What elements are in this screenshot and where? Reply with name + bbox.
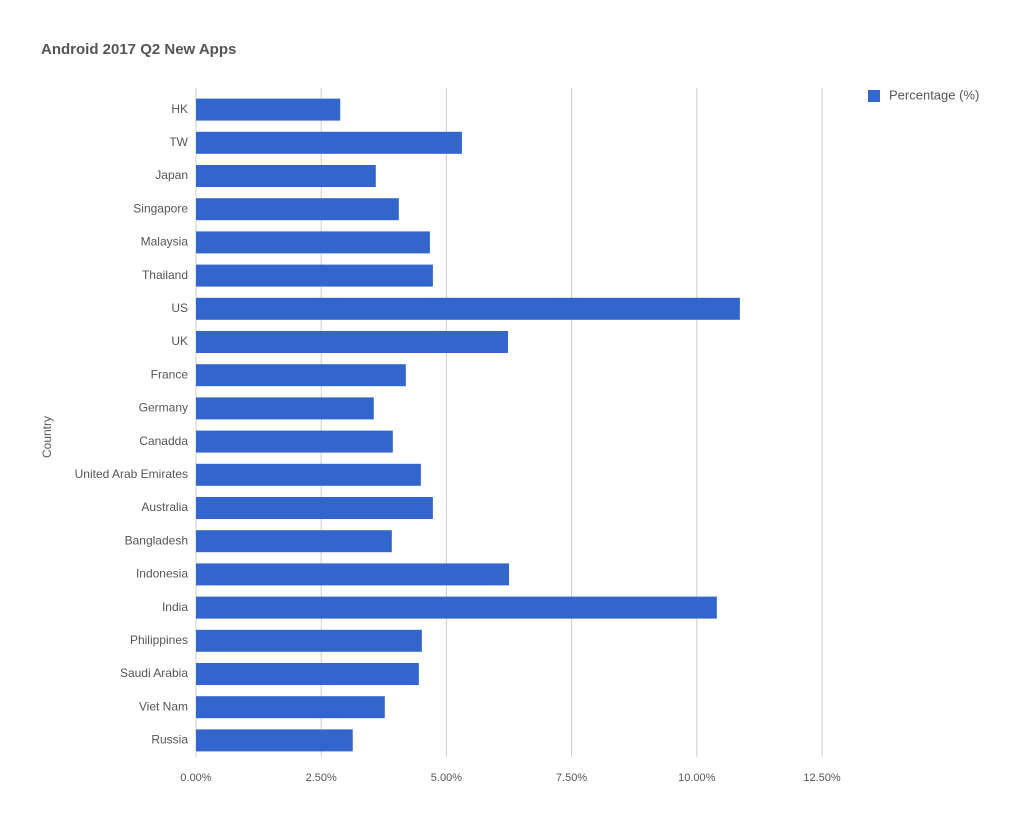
bar	[196, 629, 422, 652]
y-tick-label: UK	[171, 334, 188, 348]
y-tick-label: United Arab Emirates	[75, 467, 188, 481]
bar	[196, 497, 433, 519]
x-tick-label: 5.00%	[431, 772, 462, 784]
bar	[196, 430, 393, 453]
y-tick-label: HK	[171, 102, 188, 116]
y-tick-label: Indonesia	[136, 567, 188, 581]
y-tick-label: Bangladesh	[125, 533, 188, 547]
y-tick-label: Philippines	[130, 633, 188, 647]
bar	[196, 696, 385, 719]
y-tick-label: TW	[169, 135, 188, 149]
bar	[196, 729, 353, 752]
y-tick-label: Thailand	[142, 268, 188, 282]
bar	[196, 264, 433, 287]
bar	[196, 463, 421, 486]
legend-swatch	[868, 90, 880, 102]
y-tick-label: Saudi Arabia	[120, 666, 188, 680]
x-tick-label: 12.50%	[803, 772, 841, 784]
y-tick-label: France	[151, 367, 189, 381]
bar	[196, 198, 399, 221]
y-tick-label: US	[171, 301, 188, 315]
x-tick-label: 7.50%	[556, 772, 587, 784]
x-tick-label: 0.00%	[180, 772, 211, 784]
bar	[196, 563, 509, 586]
bar	[196, 397, 374, 420]
x-tick-label: 10.00%	[678, 772, 716, 784]
y-tick-label: Germany	[139, 401, 188, 415]
y-tick-label: Russia	[151, 733, 188, 747]
bar	[196, 231, 430, 254]
bar	[196, 331, 508, 353]
y-axis-label: Country	[40, 416, 54, 458]
bar	[196, 131, 462, 154]
chart-title: Android 2017 Q2 New Apps	[41, 41, 236, 58]
bar	[196, 663, 419, 685]
y-tick-label: India	[162, 600, 188, 614]
y-tick-label: Viet Nam	[139, 699, 188, 713]
bar	[196, 98, 341, 121]
y-tick-label: Singapore	[133, 201, 188, 215]
legend-label: Percentage (%)	[889, 87, 979, 102]
bar	[196, 530, 392, 553]
y-tick-label: Australia	[141, 500, 188, 514]
bar	[196, 596, 717, 619]
bar	[196, 297, 740, 320]
bar	[196, 364, 406, 387]
bar	[196, 165, 376, 187]
y-tick-label: Malaysia	[141, 235, 189, 249]
y-tick-label: Canadda	[139, 434, 188, 448]
x-tick-label: 2.50%	[306, 772, 337, 784]
y-tick-label: Japan	[155, 168, 188, 182]
